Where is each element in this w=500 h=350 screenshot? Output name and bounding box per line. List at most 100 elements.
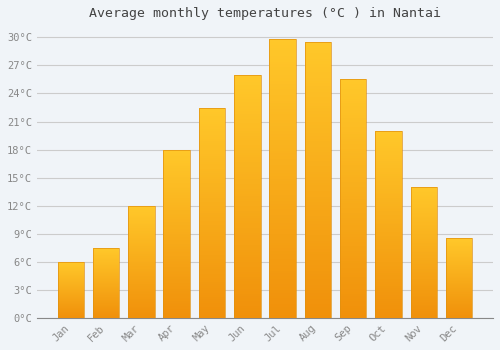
Bar <box>164 289 190 291</box>
Bar <box>58 317 84 318</box>
Bar <box>198 164 225 166</box>
Bar <box>198 118 225 120</box>
Bar <box>58 287 84 288</box>
Bar <box>128 206 154 318</box>
Bar <box>304 158 331 161</box>
Bar <box>93 311 120 312</box>
Bar <box>446 305 472 306</box>
Bar <box>234 272 260 274</box>
Bar <box>164 230 190 232</box>
Bar <box>58 289 84 290</box>
Bar <box>128 309 154 310</box>
Bar <box>270 103 296 106</box>
Bar <box>93 271 120 272</box>
Bar <box>93 297 120 298</box>
Bar <box>164 183 190 185</box>
Bar <box>375 164 402 166</box>
Bar <box>234 204 260 206</box>
Bar <box>270 145 296 148</box>
Bar <box>446 246 472 247</box>
Bar <box>375 292 402 294</box>
Bar <box>198 295 225 297</box>
Bar <box>410 288 437 289</box>
Bar <box>128 270 154 271</box>
Bar <box>410 199 437 200</box>
Bar <box>270 50 296 53</box>
Bar <box>198 219 225 221</box>
Bar <box>164 232 190 234</box>
Bar <box>340 144 366 146</box>
Bar <box>446 252 472 253</box>
Bar <box>164 301 190 303</box>
Bar <box>198 236 225 238</box>
Bar <box>410 305 437 306</box>
Bar <box>93 261 120 262</box>
Bar <box>375 267 402 269</box>
Bar <box>93 267 120 268</box>
Bar <box>164 271 190 272</box>
Bar <box>93 303 120 304</box>
Bar <box>198 133 225 135</box>
Bar <box>375 282 402 284</box>
Bar <box>375 166 402 168</box>
Bar <box>340 82 366 84</box>
Bar <box>304 249 331 252</box>
Bar <box>410 196 437 197</box>
Bar <box>304 307 331 310</box>
Bar <box>58 263 84 264</box>
Bar <box>375 236 402 237</box>
Bar <box>410 314 437 315</box>
Bar <box>446 284 472 285</box>
Bar <box>375 305 402 307</box>
Bar <box>270 307 296 309</box>
Bar <box>234 269 260 272</box>
Bar <box>164 306 190 308</box>
Bar <box>304 130 331 133</box>
Bar <box>93 258 120 259</box>
Bar <box>270 70 296 73</box>
Bar <box>410 290 437 292</box>
Bar <box>198 301 225 303</box>
Bar <box>446 256 472 257</box>
Bar <box>375 284 402 286</box>
Bar <box>340 170 366 173</box>
Bar <box>410 261 437 263</box>
Bar <box>340 146 366 149</box>
Bar <box>234 276 260 279</box>
Bar <box>410 279 437 280</box>
Bar <box>270 315 296 318</box>
Bar <box>198 162 225 164</box>
Bar <box>234 99 260 102</box>
Bar <box>304 288 331 290</box>
Bar <box>234 145 260 148</box>
Bar <box>375 228 402 230</box>
Bar <box>93 314 120 315</box>
Bar <box>234 299 260 301</box>
Bar <box>128 271 154 272</box>
Bar <box>375 316 402 318</box>
Bar <box>270 184 296 187</box>
Bar <box>164 315 190 316</box>
Bar <box>234 121 260 124</box>
Bar <box>410 293 437 294</box>
Bar <box>93 281 120 282</box>
Bar <box>446 312 472 313</box>
Bar <box>234 133 260 135</box>
Bar <box>234 124 260 126</box>
Bar <box>410 187 437 188</box>
Bar <box>93 269 120 270</box>
Bar <box>234 75 260 77</box>
Bar <box>304 271 331 274</box>
Bar <box>234 267 260 269</box>
Bar <box>234 179 260 182</box>
Bar <box>410 303 437 305</box>
Bar <box>410 245 437 246</box>
Bar <box>270 195 296 198</box>
Bar <box>270 193 296 195</box>
Bar <box>93 288 120 289</box>
Bar <box>340 134 366 137</box>
Bar <box>128 245 154 246</box>
Bar <box>270 100 296 103</box>
Bar <box>128 302 154 303</box>
Bar <box>410 208 437 209</box>
